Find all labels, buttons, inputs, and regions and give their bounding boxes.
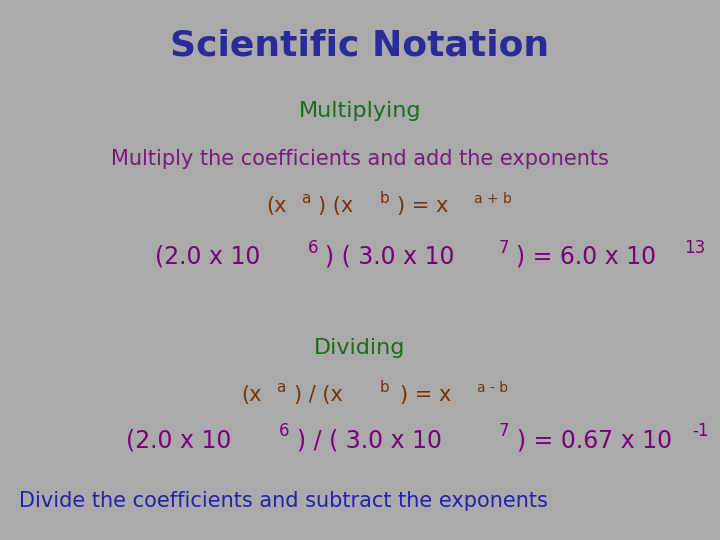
- Text: 7: 7: [499, 422, 510, 441]
- Text: ) (x: ) (x: [318, 196, 354, 217]
- Text: 6: 6: [279, 422, 290, 441]
- Text: ) ( 3.0 x 10: ) ( 3.0 x 10: [325, 245, 455, 268]
- Text: (x: (x: [266, 196, 287, 217]
- Text: Multiplying: Multiplying: [299, 100, 421, 121]
- Text: Multiply the coefficients and add the exponents: Multiply the coefficients and add the ex…: [111, 149, 609, 170]
- Text: (2.0 x 10: (2.0 x 10: [126, 428, 231, 452]
- Text: Scientific Notation: Scientific Notation: [171, 29, 549, 63]
- Text: a + b: a + b: [474, 192, 512, 206]
- Text: ) / ( 3.0 x 10: ) / ( 3.0 x 10: [297, 428, 441, 452]
- Text: a - b: a - b: [477, 381, 508, 395]
- Text: Dividing: Dividing: [315, 338, 405, 359]
- Text: 13: 13: [684, 239, 706, 257]
- Text: ) = 6.0 x 10: ) = 6.0 x 10: [516, 245, 657, 268]
- Text: -1: -1: [693, 422, 709, 441]
- Text: (x: (x: [241, 385, 261, 406]
- Text: a: a: [301, 191, 310, 206]
- Text: ) = x: ) = x: [400, 385, 451, 406]
- Text: ) / (x: ) / (x: [294, 385, 343, 406]
- Text: Divide the coefficients and subtract the exponents: Divide the coefficients and subtract the…: [19, 491, 549, 511]
- Text: ) = 0.67 x 10: ) = 0.67 x 10: [517, 428, 672, 452]
- Text: a: a: [276, 380, 285, 395]
- Text: b: b: [379, 191, 390, 206]
- Text: b: b: [379, 380, 390, 395]
- Text: ) = x: ) = x: [397, 196, 449, 217]
- Text: (2.0 x 10: (2.0 x 10: [155, 245, 260, 268]
- Text: 7: 7: [499, 239, 510, 257]
- Text: 6: 6: [308, 239, 319, 257]
